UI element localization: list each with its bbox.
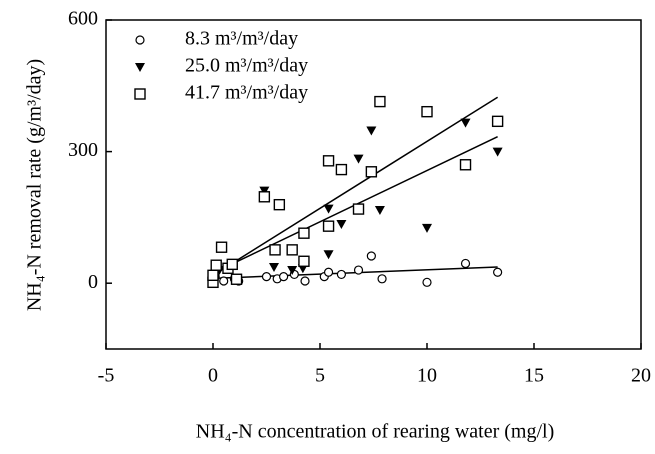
point (353, 154, 364, 164)
point (300, 276, 310, 286)
point (286, 244, 298, 256)
point (287, 266, 298, 276)
point (335, 163, 348, 176)
point (366, 126, 377, 136)
point (374, 205, 385, 215)
point (322, 220, 335, 232)
point (298, 227, 310, 239)
point (492, 147, 503, 157)
legend-marker (134, 88, 146, 100)
point (336, 219, 347, 229)
y-tick-label: 600 (68, 8, 98, 30)
plot-frame (105, 19, 642, 350)
x-tick-label: -5 (98, 365, 115, 387)
y-tick-label: 300 (68, 139, 98, 161)
x-tick-label: 15 (524, 365, 544, 387)
point (268, 262, 279, 272)
point (261, 272, 272, 282)
point (366, 251, 376, 261)
x-tick-label: 5 (315, 365, 325, 387)
point (322, 155, 335, 167)
x-tick-label: 0 (208, 365, 218, 387)
point (226, 258, 238, 271)
legend-label: 25.0 m³/m³/day (185, 55, 308, 77)
point (422, 223, 432, 233)
x-tick-label: 10 (417, 365, 437, 387)
point (459, 159, 472, 171)
point (210, 259, 222, 271)
legend-marker (135, 63, 145, 72)
point (365, 166, 378, 178)
y-tick-label: 0 (88, 271, 98, 293)
point (323, 250, 334, 260)
point (269, 244, 281, 256)
point (352, 203, 365, 215)
point (493, 267, 503, 277)
point (374, 95, 386, 108)
legend-label: 41.7 m³/m³/day (185, 82, 308, 104)
y-axis-label: NH₄-N removal rate (g/m³/day) (24, 59, 46, 311)
point (377, 274, 387, 284)
point (336, 269, 346, 280)
point (298, 255, 310, 267)
fit-line (212, 96, 499, 276)
point (460, 118, 471, 128)
x-tick-label: 20 (631, 365, 651, 387)
point (460, 258, 471, 269)
x-axis-label: NH₄-N concentration of rearing water (mg… (196, 421, 555, 443)
point (422, 277, 432, 287)
point (323, 204, 334, 214)
point (421, 105, 433, 118)
point (353, 265, 364, 275)
point (207, 269, 219, 282)
point (258, 191, 271, 203)
point (279, 272, 289, 282)
point (323, 267, 334, 277)
point (491, 115, 504, 128)
legend-marker (135, 35, 145, 45)
legend-label: 8.3 m³/m³/day (185, 28, 298, 50)
point (230, 273, 243, 285)
point (273, 198, 286, 211)
point (215, 241, 228, 253)
point (219, 276, 229, 286)
